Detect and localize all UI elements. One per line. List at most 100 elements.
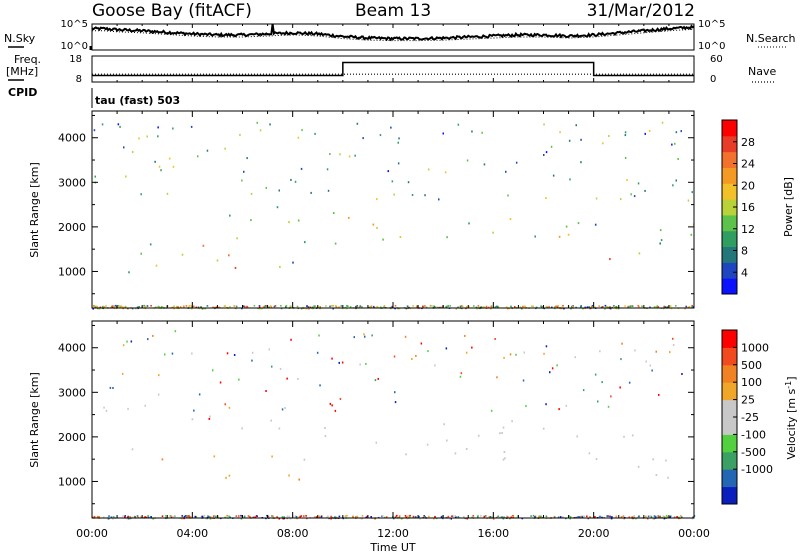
data-point xyxy=(565,225,568,228)
data-point xyxy=(126,340,128,343)
colorbar-swatch xyxy=(722,246,737,263)
data-point xyxy=(411,358,413,360)
beam-title: Beam 13 xyxy=(355,1,431,21)
data-point xyxy=(223,305,226,307)
data-point xyxy=(356,516,359,519)
data-point xyxy=(241,179,243,182)
colorbar-swatch xyxy=(722,167,737,184)
data-point xyxy=(653,306,656,308)
data-point xyxy=(441,515,444,517)
data-point xyxy=(457,516,460,518)
data-point xyxy=(637,465,640,468)
data-point xyxy=(285,305,288,307)
data-point xyxy=(561,305,564,308)
data-point xyxy=(586,515,588,518)
data-point xyxy=(502,426,505,429)
data-point xyxy=(182,305,185,307)
data-point xyxy=(615,516,617,518)
data-point xyxy=(241,427,243,430)
data-point xyxy=(117,123,120,126)
data-point xyxy=(158,374,160,377)
data-point xyxy=(254,516,257,519)
data-point xyxy=(173,516,175,518)
data-point xyxy=(414,516,417,518)
data-point xyxy=(534,235,536,238)
data-point xyxy=(480,515,482,517)
data-point xyxy=(494,338,496,340)
colorbar-tick-label: 500 xyxy=(741,359,762,372)
data-point xyxy=(554,516,556,519)
data-point xyxy=(326,516,328,518)
data-point xyxy=(209,415,211,418)
data-point xyxy=(292,261,294,264)
data-point xyxy=(360,517,363,520)
data-point xyxy=(269,305,272,307)
data-point xyxy=(586,306,589,308)
xaxis-label: Time UT xyxy=(369,541,415,554)
data-point xyxy=(615,515,618,518)
data-point xyxy=(477,514,479,517)
data-point xyxy=(398,307,401,310)
data-point xyxy=(477,516,479,518)
data-point xyxy=(646,517,649,520)
data-point xyxy=(455,308,458,310)
data-point xyxy=(546,306,548,309)
data-point xyxy=(615,306,618,308)
data-point xyxy=(613,305,616,308)
data-point xyxy=(253,516,255,518)
data-point xyxy=(652,517,655,520)
data-point xyxy=(633,195,636,198)
data-point xyxy=(206,305,209,307)
data-point xyxy=(236,237,238,240)
data-point xyxy=(243,170,245,173)
data-point xyxy=(168,157,171,160)
data-point xyxy=(645,360,647,363)
data-point xyxy=(423,515,425,517)
data-point xyxy=(651,369,653,372)
colorbar-swatch xyxy=(722,230,737,248)
data-point xyxy=(492,518,495,520)
y-tick-label: 2000 xyxy=(58,221,86,234)
data-point xyxy=(583,515,585,518)
data-point xyxy=(631,305,634,307)
power-panel: 1000 2000 3000 4000 Slant Range [km] xyxy=(28,110,695,310)
data-point xyxy=(454,515,456,517)
data-point xyxy=(563,307,565,310)
data-point xyxy=(577,222,580,225)
velocity-panel: 1000 2000 3000 4000 Slant Range [km] xyxy=(28,320,696,520)
data-point xyxy=(299,515,301,518)
y-tick-label: 1000 xyxy=(58,475,86,488)
data-point xyxy=(624,131,627,134)
x-tick-label: 20:00 xyxy=(578,527,610,540)
data-point xyxy=(477,434,480,437)
power-colorbar-label: Power [dB] xyxy=(782,177,795,237)
data-point xyxy=(289,517,292,520)
data-point xyxy=(346,514,348,517)
data-point xyxy=(354,154,356,157)
data-point xyxy=(613,305,615,307)
data-point xyxy=(365,362,367,365)
data-point xyxy=(375,441,378,444)
data-point xyxy=(147,515,149,517)
data-point xyxy=(184,515,187,517)
colorbar-tick-label: 1000 xyxy=(741,341,769,354)
data-point xyxy=(239,133,241,136)
data-point xyxy=(155,264,158,267)
data-point xyxy=(422,305,424,308)
data-point xyxy=(471,130,473,133)
data-point xyxy=(628,516,631,518)
data-point xyxy=(197,306,200,309)
data-point xyxy=(385,516,388,518)
data-point xyxy=(268,306,270,309)
data-point xyxy=(329,305,331,308)
data-point xyxy=(123,146,125,149)
data-point xyxy=(677,158,679,160)
data-point xyxy=(202,244,205,247)
data-point xyxy=(504,457,506,460)
data-point xyxy=(271,455,273,458)
freq-tick-top: 18 xyxy=(69,54,82,65)
data-point xyxy=(497,515,499,518)
data-point xyxy=(290,338,292,341)
data-point xyxy=(319,306,321,308)
